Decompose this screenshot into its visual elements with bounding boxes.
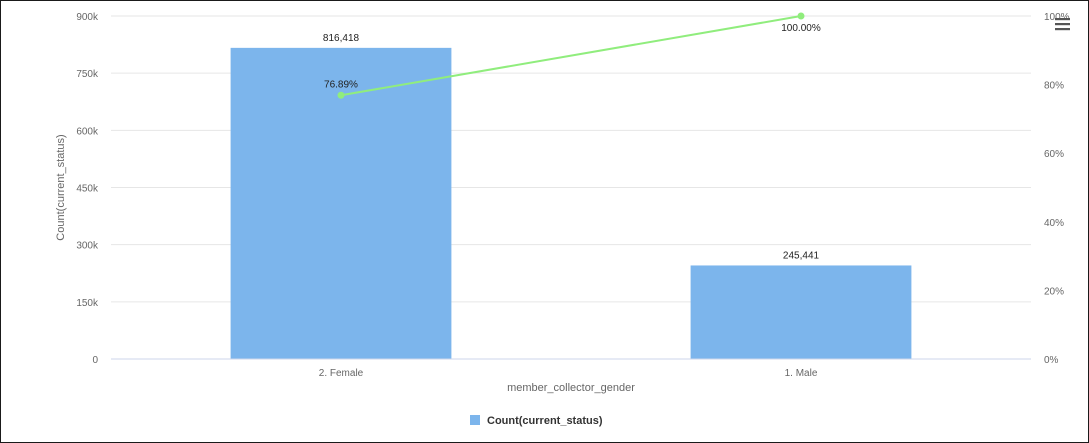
y-tick-label: 600k — [76, 126, 99, 137]
cumulative-label: 76.89% — [324, 79, 358, 90]
y-axis-title: Count(current_status) — [55, 134, 67, 240]
legend-swatch[interactable] — [470, 415, 480, 425]
y2-tick-label: 60% — [1044, 149, 1064, 160]
y-tick-label: 300k — [76, 241, 99, 252]
legend[interactable]: Count(current_status) — [470, 415, 603, 427]
y-tick-label: 750k — [76, 69, 99, 80]
y2-tick-label: 0% — [1044, 355, 1059, 366]
y-tick-label: 450k — [76, 184, 99, 195]
bar-data-label: 245,441 — [783, 250, 820, 261]
axes-layer: 0 150k 300k 450k 600k 750k 900k 0% 20% 40% 60% 80% 1… — [76, 12, 1069, 379]
labels-layer: 816,418 245,441 76.89% 100.00% — [323, 23, 821, 261]
legend-label[interactable]: Count(current_status) — [487, 415, 603, 427]
y-tick-label: 900k — [76, 12, 99, 23]
bar-data-label: 816,418 — [323, 33, 360, 44]
bars-layer — [230, 47, 912, 359]
bar — [690, 265, 912, 359]
cumulative-line-layer — [337, 12, 805, 99]
y-tick-label: 0 — [92, 355, 98, 366]
y2-tick-label: 100% — [1044, 12, 1070, 23]
cumulative-point — [337, 91, 345, 99]
y2-tick-label: 20% — [1044, 286, 1064, 297]
cumulative-point — [797, 12, 805, 20]
x-axis-title: member_collector_gender — [507, 382, 635, 394]
cumulative-label: 100.00% — [781, 23, 821, 34]
cumulative-line — [340, 15, 802, 97]
y2-tick-label: 80% — [1044, 81, 1064, 92]
bar — [230, 47, 452, 359]
x-tick-label: 1. Male — [785, 368, 818, 379]
x-tick-label: 2. Female — [319, 368, 364, 379]
hamburger-menu-icon[interactable] — [1055, 18, 1070, 31]
y2-tick-label: 40% — [1044, 218, 1064, 229]
y-tick-label: 150k — [76, 298, 99, 309]
